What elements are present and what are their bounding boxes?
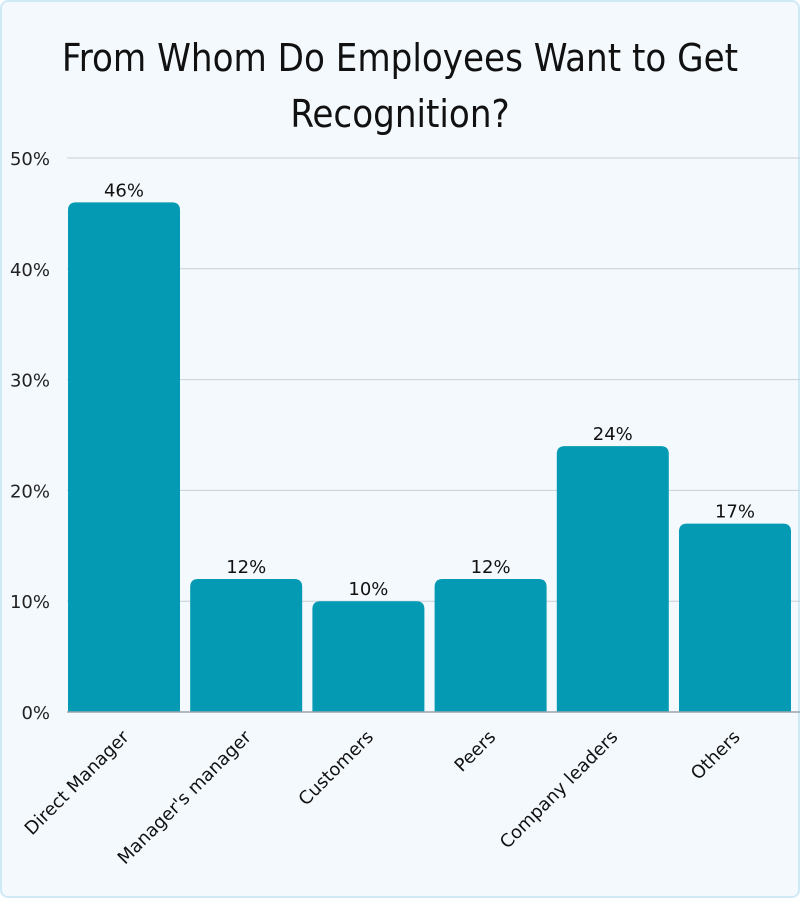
data-label: 24% — [593, 424, 633, 445]
data-label: 17% — [715, 502, 755, 523]
chart-title-line-2: Recognition? — [290, 92, 510, 136]
y-tick-label: 20% — [10, 481, 50, 502]
bar — [190, 579, 303, 712]
y-tick-label: 0% — [21, 703, 50, 724]
chart-title-line-1: From Whom Do Employees Want to Get — [61, 36, 739, 80]
bar — [679, 523, 791, 712]
x-tick-label: Manager's manager — [114, 726, 256, 868]
x-tick-label: Customers — [295, 727, 378, 810]
x-tick-label: Direct Manager — [21, 726, 134, 839]
data-label: 46% — [104, 180, 144, 201]
data-label: 12% — [471, 557, 511, 578]
x-tick-label: Others — [687, 727, 745, 785]
x-tick-label: Peers — [451, 727, 501, 777]
bar — [68, 202, 180, 712]
y-tick-label: 40% — [10, 260, 50, 281]
y-tick-label: 30% — [10, 371, 50, 392]
y-tick-label: 50% — [10, 149, 50, 170]
x-tick-label: Company leaders — [496, 727, 622, 853]
chart-title: From Whom Do Employees Want to Get Recog… — [0, 30, 800, 142]
data-label: 12% — [226, 557, 266, 578]
y-tick-label: 10% — [10, 592, 50, 613]
bar — [556, 446, 669, 712]
data-label: 10% — [348, 579, 388, 600]
bar — [312, 601, 425, 712]
bar — [434, 579, 547, 712]
